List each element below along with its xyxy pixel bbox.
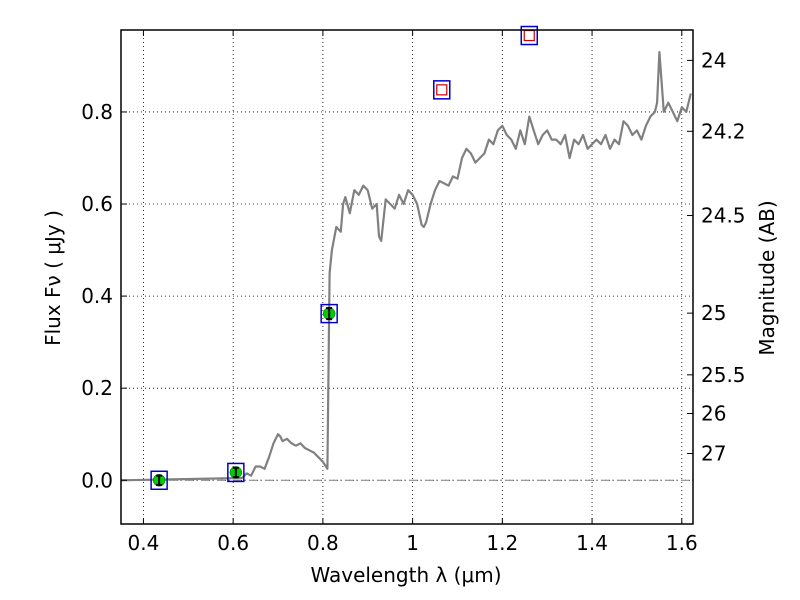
spectrum-series bbox=[120, 50, 692, 482]
axis-ticks: 0.4 0.6 0.8 1 1.2 1.4 1.6 0.0 0.2 0.4 0.6 0.8 24 24.2… bbox=[81, 30, 746, 555]
x-tick-label: 0.8 bbox=[307, 531, 339, 555]
grid-lines bbox=[121, 30, 693, 524]
y2-axis-label: Magnitude (AB) bbox=[755, 200, 779, 355]
photometry-points bbox=[150, 25, 539, 491]
y2-tick-label: 27 bbox=[701, 442, 726, 466]
y-tick-label: 0.6 bbox=[81, 192, 113, 216]
y-axis-label: Flux Fν ( μJy ) bbox=[41, 210, 65, 346]
y-tick-label: 0.4 bbox=[81, 284, 113, 308]
y2-tick-label: 24 bbox=[701, 48, 726, 72]
detection-box bbox=[227, 462, 245, 483]
y2-tick-label: 24.2 bbox=[701, 119, 746, 143]
detection-box bbox=[320, 303, 338, 324]
y2-tick-label: 26 bbox=[701, 402, 726, 426]
y2-tick-label: 25.5 bbox=[701, 363, 746, 387]
plot-frame bbox=[120, 29, 694, 525]
x-tick-label: 1 bbox=[406, 531, 419, 555]
y2-tick-label: 25 bbox=[701, 301, 726, 325]
model-marker bbox=[523, 29, 535, 42]
x-tick-label: 0.4 bbox=[128, 531, 160, 555]
x-axis-label: Wavelength λ (μm) bbox=[310, 563, 501, 587]
x-tick-label: 1.2 bbox=[486, 531, 518, 555]
y-tick-label: 0.0 bbox=[81, 468, 113, 492]
model-box bbox=[520, 25, 539, 46]
y-tick-label: 0.2 bbox=[81, 376, 113, 400]
x-tick-label: 1.6 bbox=[666, 531, 698, 555]
model-box bbox=[433, 80, 451, 100]
y-tick-label: 0.8 bbox=[81, 100, 113, 124]
model-marker bbox=[436, 84, 448, 96]
spectrum-line bbox=[120, 50, 692, 482]
y2-tick-label: 24.5 bbox=[701, 204, 746, 228]
x-tick-label: 1.4 bbox=[576, 531, 608, 555]
x-tick-label: 0.6 bbox=[217, 531, 249, 555]
detection-box bbox=[150, 470, 168, 491]
